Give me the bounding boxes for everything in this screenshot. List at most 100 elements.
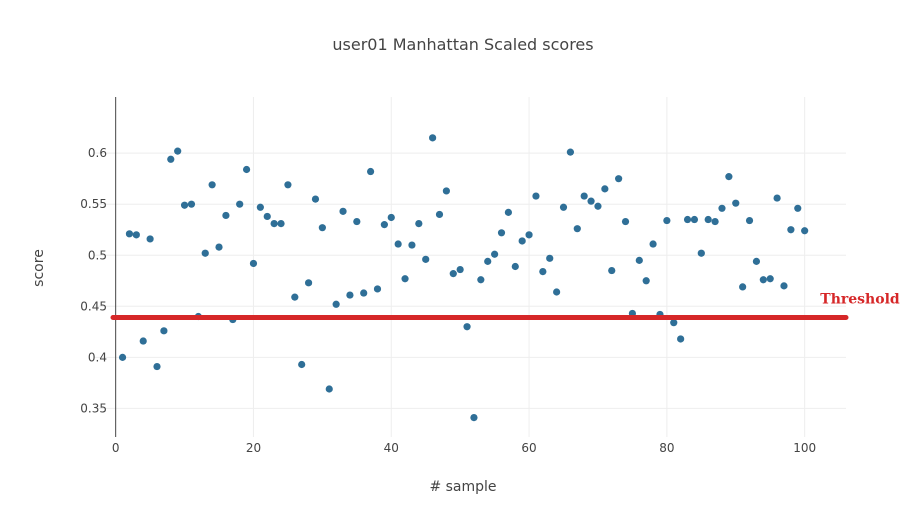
data-point <box>263 212 271 221</box>
data-point <box>553 288 561 296</box>
data-point <box>649 240 657 248</box>
y-tick-label: 0.45 <box>80 299 107 313</box>
data-point <box>353 217 361 226</box>
data-point <box>787 226 795 234</box>
y-tick-label: 0.6 <box>88 146 107 160</box>
data-point <box>559 203 568 211</box>
data-point <box>801 227 809 235</box>
x-tick-label: 60 <box>521 441 536 455</box>
data-point <box>739 283 747 291</box>
data-point <box>146 235 154 243</box>
data-points <box>118 134 809 422</box>
data-point <box>366 167 375 176</box>
data-point <box>642 277 650 285</box>
x-tick-label: 40 <box>384 441 399 455</box>
y-axis-title: score <box>31 249 47 287</box>
data-point <box>697 249 705 257</box>
data-point <box>236 200 244 208</box>
data-point <box>635 256 643 264</box>
y-tick-labels: 0.35 0.4 0.45 0.5 0.55 0.6 <box>80 146 107 415</box>
data-point <box>380 221 388 229</box>
data-point <box>780 282 788 290</box>
data-point <box>587 197 595 205</box>
data-point <box>346 291 354 299</box>
data-point <box>594 202 602 210</box>
data-point <box>573 225 581 233</box>
data-point <box>525 231 533 239</box>
threshold-label: Threshold <box>820 292 900 308</box>
x-tick-label: 20 <box>246 441 261 455</box>
data-point <box>497 229 506 237</box>
data-point <box>277 220 285 228</box>
data-point <box>180 201 189 209</box>
y-tick-label: 0.4 <box>88 350 107 364</box>
data-point <box>304 279 313 287</box>
data-point <box>242 165 251 174</box>
data-point <box>511 262 519 271</box>
data-point <box>539 267 547 276</box>
data-point <box>766 275 774 283</box>
data-point <box>683 215 692 224</box>
data-point <box>215 243 223 251</box>
data-point <box>435 210 444 219</box>
data-point <box>298 360 306 369</box>
data-point <box>484 257 492 265</box>
x-tick-label: 80 <box>659 441 674 455</box>
data-point <box>387 213 395 222</box>
data-point <box>449 270 457 278</box>
data-point <box>249 259 258 268</box>
data-point <box>601 185 609 193</box>
data-point <box>256 203 264 211</box>
data-point <box>670 319 678 327</box>
data-point <box>160 327 168 335</box>
y-tick-label: 0.55 <box>80 197 107 211</box>
data-point <box>677 335 685 343</box>
data-point <box>663 216 671 225</box>
data-point <box>745 216 754 225</box>
x-tick-labels: 0 20 40 60 80 100 <box>112 441 816 455</box>
data-point <box>139 337 147 345</box>
data-point <box>339 207 347 215</box>
chart-title: user01 Manhattan Scaled scores <box>332 35 593 54</box>
data-point <box>167 155 175 163</box>
data-point <box>456 265 464 274</box>
data-point <box>532 192 540 200</box>
y-tick-label: 0.5 <box>88 248 107 262</box>
data-point <box>718 204 726 212</box>
x-tick-label: 0 <box>112 441 120 455</box>
data-point <box>704 215 712 224</box>
data-point <box>284 181 292 189</box>
data-point <box>504 208 512 216</box>
data-point <box>442 187 450 195</box>
data-point <box>463 323 471 331</box>
data-point <box>222 211 230 220</box>
data-point <box>608 266 616 275</box>
data-point <box>615 175 623 183</box>
data-point <box>311 195 320 203</box>
data-point <box>360 289 368 297</box>
data-point <box>270 220 278 228</box>
data-point <box>125 230 134 238</box>
data-point <box>132 231 140 239</box>
data-point <box>580 192 588 200</box>
data-point <box>291 293 299 301</box>
data-point <box>518 237 526 245</box>
data-point <box>711 217 719 226</box>
data-point <box>394 240 402 248</box>
data-point <box>491 250 499 258</box>
data-point <box>794 204 802 212</box>
data-point <box>621 217 630 226</box>
data-point <box>208 181 216 189</box>
data-point <box>732 199 740 207</box>
data-point <box>401 275 409 283</box>
data-point <box>332 300 340 308</box>
data-point <box>118 353 127 361</box>
y-gridlines <box>95 152 846 409</box>
data-point <box>408 241 416 249</box>
data-point <box>153 362 161 371</box>
data-point <box>566 148 575 156</box>
x-tick-label: 100 <box>793 441 816 455</box>
data-point <box>470 414 478 422</box>
data-point <box>373 285 382 293</box>
